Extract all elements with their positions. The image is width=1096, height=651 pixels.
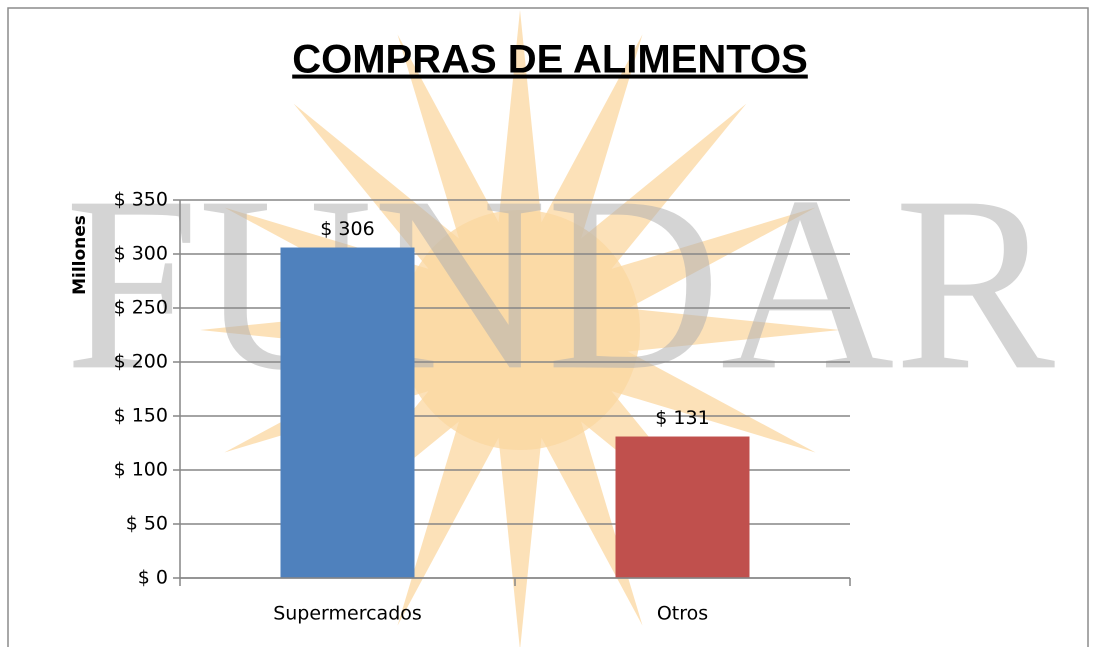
- data-label: $ 306: [320, 218, 374, 240]
- x-tick-label: Supermercados: [273, 603, 422, 625]
- y-axis-label: Millones: [70, 215, 90, 295]
- y-tick-label: $ 0: [138, 567, 168, 589]
- data-label: $ 131: [655, 407, 709, 429]
- sun-disc: [400, 210, 640, 450]
- y-tick-label: $ 100: [114, 459, 168, 481]
- y-tick-label: $ 200: [114, 351, 168, 373]
- y-tick-label: $ 300: [114, 243, 168, 265]
- x-tick-label: Otros: [657, 603, 708, 625]
- bar: [615, 436, 750, 578]
- bar: [280, 247, 415, 578]
- y-tick-label: $ 50: [126, 513, 168, 535]
- watermark: FUNDAR: [65, 145, 1055, 422]
- chart-title: COMPRAS DE ALIMENTOS: [292, 38, 808, 82]
- y-tick-label: $ 250: [114, 297, 168, 319]
- y-tick-label: $ 350: [114, 189, 168, 211]
- y-tick-label: $ 150: [114, 405, 168, 427]
- plot-area: $ 0 $ 50 $ 100 $ 150 $ 200 $ 250 $ 300 $ 350 $ 3…: [114, 189, 851, 625]
